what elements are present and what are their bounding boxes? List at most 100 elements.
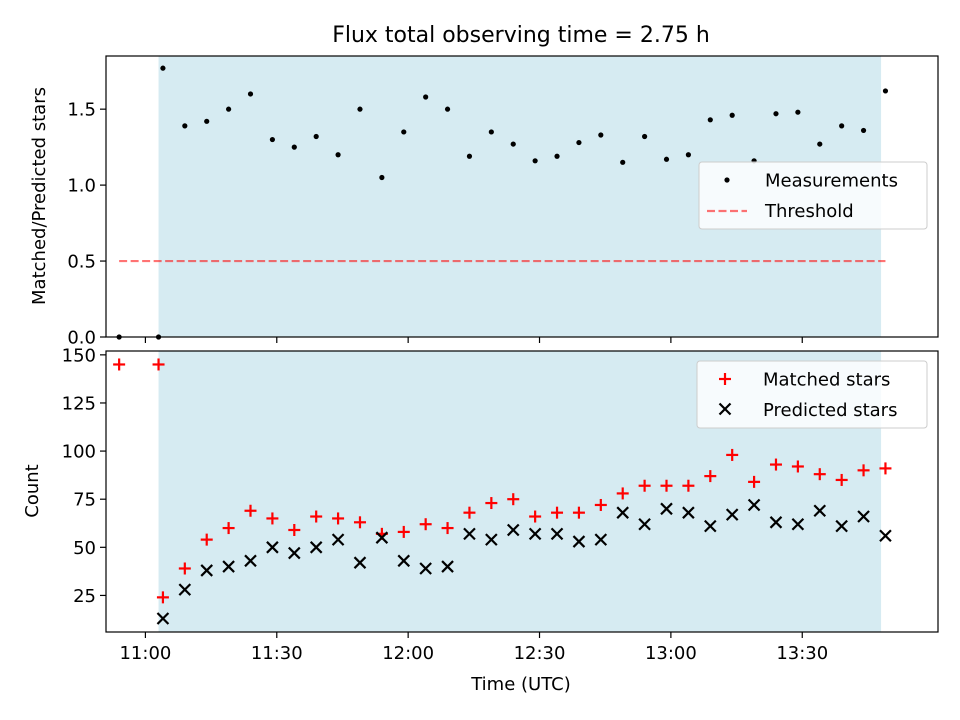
- matched-star-point: [857, 464, 870, 477]
- count-axes: 25 50 75 100 125 150 11:00 11:30 12:00 12:30 13:00…: [62, 345, 829, 664]
- ratio-plot-frame: [105, 55, 939, 338]
- matched-star-point: [441, 522, 454, 535]
- predicted-star-point: [222, 560, 235, 573]
- legend-threshold-label: Threshold: [764, 201, 854, 222]
- predicted-star-point: [288, 546, 301, 560]
- count-legend: Matched stars Predicted stars: [696, 360, 928, 429]
- measurement-point: [204, 118, 210, 124]
- predicted-star-point: [704, 519, 717, 533]
- predicted-star-point: [682, 506, 695, 519]
- predicted-star-point: [375, 531, 389, 544]
- predicted-star-point: [835, 519, 848, 533]
- matched-star-point: [332, 512, 345, 525]
- measurement-point: [247, 91, 254, 97]
- measurement-point: [554, 153, 560, 159]
- measurement-point: [729, 112, 735, 118]
- predicted-star-point: [463, 527, 476, 541]
- predicted-star-point: [857, 510, 870, 523]
- measurement-point: [226, 106, 232, 112]
- matched-star-point: [704, 470, 717, 483]
- matched-star-point: [682, 479, 695, 492]
- predicted-star-point: [506, 523, 520, 537]
- predicted-star-point: [309, 541, 323, 554]
- measurement-point: [466, 153, 473, 159]
- matched-star-point: [572, 506, 585, 519]
- measurement-point: [357, 106, 363, 112]
- matched-star-point: [507, 493, 520, 506]
- y-tick-label: 25: [73, 586, 96, 607]
- matched-star-point: [769, 458, 782, 471]
- legend-measurements-marker: [724, 177, 730, 183]
- measurement-point: [839, 123, 845, 129]
- measurement-point: [182, 123, 188, 129]
- predicted-star-point: [156, 612, 170, 625]
- predicted-star-point: [485, 533, 498, 546]
- matched-star-point: [791, 460, 804, 473]
- legend-predicted-label: Predicted stars: [763, 400, 897, 421]
- predicted-star-point: [572, 535, 586, 548]
- matched-star-point: [529, 510, 542, 523]
- matched-star-point: [638, 479, 651, 492]
- ratio-legend-box: [698, 161, 928, 230]
- measurement-point: [444, 106, 451, 112]
- measurement-point: [291, 144, 297, 150]
- ratio-legend: Measurements Threshold: [698, 161, 928, 230]
- measurement-point: [795, 109, 801, 115]
- figure-title: Flux total observing time = 2.75 h: [332, 23, 710, 48]
- measurement-point: [882, 88, 889, 94]
- predicted-star-point: [419, 562, 432, 575]
- count-marks: [113, 358, 892, 625]
- matched-star-point: [463, 506, 476, 519]
- ratio-panel: 0.0 0.5 1.0 1.5 Matched/Predicted stars Mea…: [29, 55, 939, 349]
- predicted-star-point: [660, 502, 673, 516]
- ratio-y-axis-label: Matched/Predicted stars: [29, 87, 50, 305]
- measurement-point: [510, 141, 516, 147]
- ratio-marks: [116, 65, 889, 340]
- matched-star-point: [616, 487, 629, 500]
- matched-star-point: [288, 523, 301, 536]
- y-tick-label: 150: [62, 345, 96, 366]
- matched-star-point: [244, 504, 257, 517]
- matched-star-point: [419, 518, 432, 531]
- legend-measurements-label: Measurements: [765, 171, 898, 192]
- matched-star-point: [726, 448, 739, 461]
- matched-star-point: [813, 468, 826, 481]
- matched-star-point: [113, 358, 126, 371]
- legend-matched-marker: [719, 373, 731, 385]
- measurement-point: [401, 129, 407, 135]
- count-legend-box: [696, 360, 928, 429]
- predicted-star-point: [594, 533, 608, 546]
- x-tick-label: 11:00: [119, 643, 171, 664]
- legend-matched-label: Matched stars: [763, 370, 890, 391]
- count-y-axis-label: Count: [22, 464, 43, 517]
- measurement-point: [598, 132, 604, 138]
- x-tick-label: 13:00: [645, 643, 697, 664]
- measurement-point: [663, 156, 670, 162]
- matched-star-point: [178, 562, 191, 575]
- predicted-star-point: [244, 554, 257, 568]
- y-tick-label: 50: [73, 538, 96, 559]
- x-tick-label: 12:00: [382, 643, 434, 664]
- predicted-star-point: [769, 516, 783, 529]
- predicted-star-point: [550, 527, 564, 541]
- measurement-point: [269, 136, 275, 143]
- y-tick-label: 1.5: [67, 100, 96, 121]
- matched-star-point: [397, 525, 410, 538]
- predicted-star-point: [331, 533, 345, 546]
- x-tick-label: 13:30: [776, 643, 828, 664]
- measurement-point: [313, 133, 319, 140]
- predicted-star-point: [813, 504, 827, 518]
- count-plot-frame: [105, 350, 939, 633]
- measurement-point: [160, 65, 166, 71]
- y-tick-label: 0.5: [67, 252, 96, 273]
- matched-star-point: [200, 533, 213, 546]
- matched-star-point: [660, 479, 673, 492]
- predicted-star-point: [879, 529, 892, 543]
- matched-star-point: [748, 475, 761, 488]
- y-tick-label: 1.0: [67, 176, 96, 197]
- predicted-star-point: [638, 517, 651, 531]
- predicted-star-point: [725, 508, 739, 521]
- x-tick-label: 11:30: [251, 643, 303, 664]
- x-tick-label: 12:30: [514, 643, 566, 664]
